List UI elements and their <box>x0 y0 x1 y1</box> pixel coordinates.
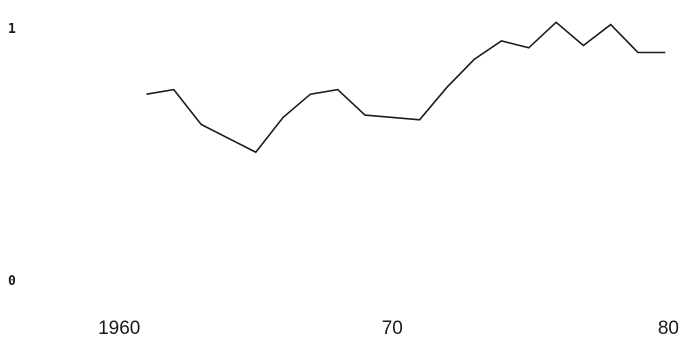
x-tick-label: 1960 <box>98 318 140 339</box>
y-axis-ticks: 01 <box>8 22 16 289</box>
x-tick-label: 70 <box>382 318 403 339</box>
series-line <box>146 21 666 154</box>
x-tick-label: 80 <box>658 318 679 339</box>
y-tick-label: 0 <box>8 274 16 289</box>
y-tick-label: 1 <box>8 22 16 37</box>
series-layer <box>146 21 666 154</box>
x-axis-ticks: 1960 70 80 <box>98 318 679 339</box>
